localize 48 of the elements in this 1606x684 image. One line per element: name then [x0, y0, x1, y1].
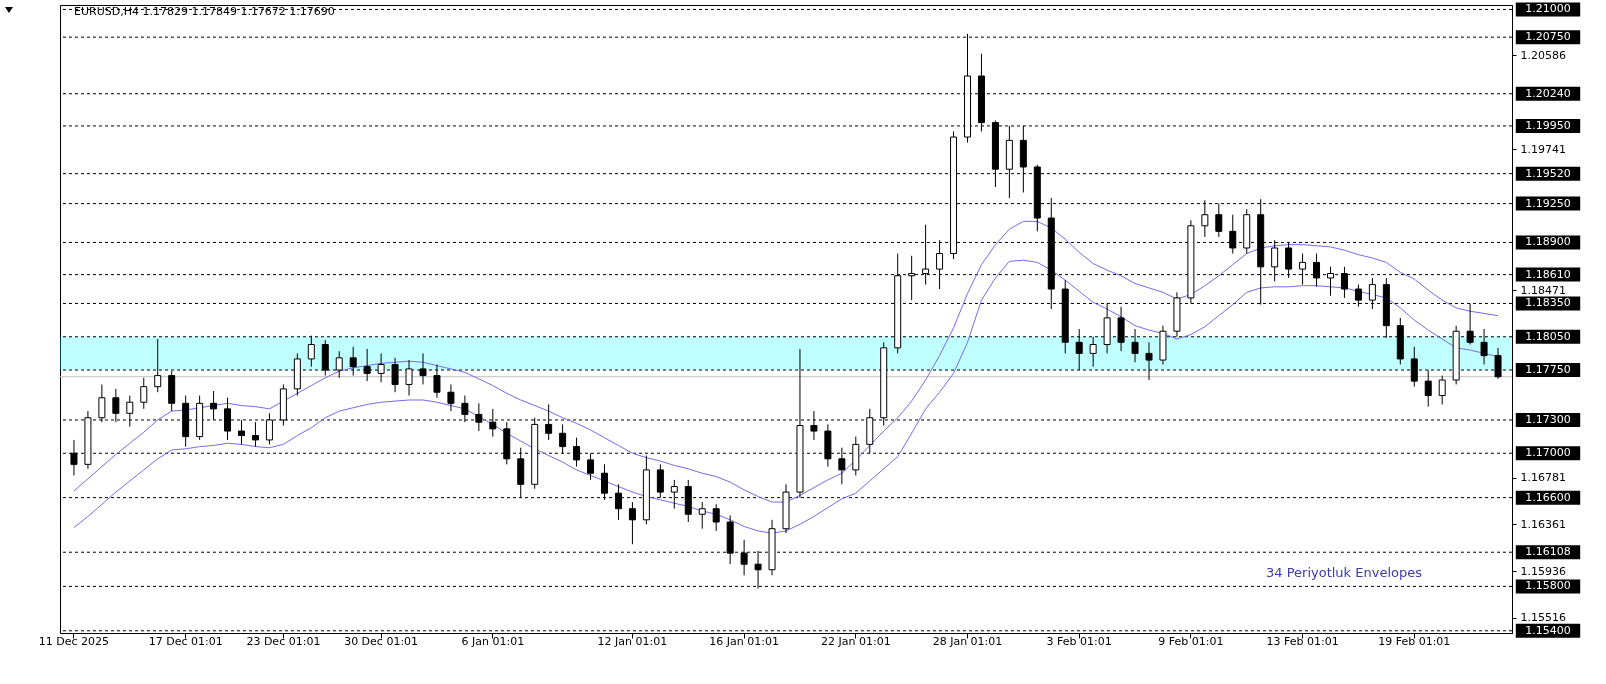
- x-tick-label: 22 Jan 01:01: [820, 634, 891, 648]
- candlestick: [447, 383, 455, 412]
- candlestick: [1089, 336, 1097, 368]
- ref-line-label: 1.18610: [1525, 267, 1571, 281]
- y-tick-label: 1.16781: [1520, 471, 1566, 485]
- y-tick-label: 1.18471: [1520, 283, 1566, 297]
- ref-line-label: 1.19950: [1525, 118, 1571, 132]
- x-tick-label: 6 Jan 01:01: [461, 634, 525, 648]
- chart-title: EURUSD,H4 1.17829 1.17849 1.17672 1.17690: [74, 5, 335, 19]
- ref-line-label: 1.15800: [1525, 579, 1571, 593]
- y-tick-label: 1.16361: [1520, 517, 1566, 531]
- annotation: 34 Periyotluk Envelopes: [1266, 565, 1423, 580]
- line-series: [73, 220, 1499, 503]
- ref-line-label: 1.20240: [1525, 86, 1571, 100]
- candlestick: [628, 501, 636, 545]
- x-tick-label: 17 Dec 01:01: [148, 634, 223, 648]
- x-tick-label: 30 Dec 01:01: [344, 634, 419, 648]
- ref-line-label: 1.17300: [1525, 412, 1571, 426]
- candlestick: [1215, 203, 1223, 238]
- ref-line-label: 1.21000: [1525, 2, 1571, 16]
- ref-line-label: 1.20750: [1525, 30, 1571, 44]
- y-tick-label: 1.15516: [1520, 611, 1566, 625]
- x-tick-label: 12 Jan 01:01: [597, 634, 668, 648]
- ref-line-label: 1.16108: [1525, 545, 1571, 559]
- x-tick-label: 16 Jan 01:01: [709, 634, 779, 648]
- ref-line-label: 1.17750: [1525, 363, 1571, 377]
- candlestick: [140, 377, 148, 410]
- x-tick-label: 19 Feb 01:01: [1378, 634, 1451, 648]
- y-tick-label: 1.15936: [1520, 564, 1566, 578]
- candlestick: [712, 503, 720, 532]
- ref-line-label: 1.18050: [1525, 329, 1571, 343]
- ref-line-label: 1.17000: [1525, 446, 1571, 460]
- candlestick: [1438, 375, 1446, 405]
- ref-line-label: 1.15400: [1525, 623, 1571, 637]
- x-tick-label: 28 Jan 01:01: [932, 634, 1003, 648]
- x-tick-label: 9 Feb 01:01: [1158, 634, 1224, 648]
- x-tick-label: 3 Feb 01:01: [1046, 634, 1112, 648]
- ref-line-label: 1.16600: [1525, 490, 1571, 504]
- x-tick-label: 23 Dec 01:01: [246, 634, 321, 648]
- ref-line-label: 1.18900: [1525, 235, 1571, 249]
- ref-line-label: 1.19250: [1525, 196, 1571, 210]
- x-tick-label: 13 Feb 01:01: [1266, 634, 1339, 648]
- y-tick-label: 1.19741: [1520, 142, 1566, 156]
- x-tick-label: 11 Dec 2025: [38, 634, 110, 648]
- y-tick-label: 1.20586: [1520, 48, 1566, 62]
- candlestick: [698, 501, 706, 530]
- ref-line-label: 1.18350: [1525, 296, 1571, 310]
- ref-line-label: 1.19520: [1525, 166, 1571, 180]
